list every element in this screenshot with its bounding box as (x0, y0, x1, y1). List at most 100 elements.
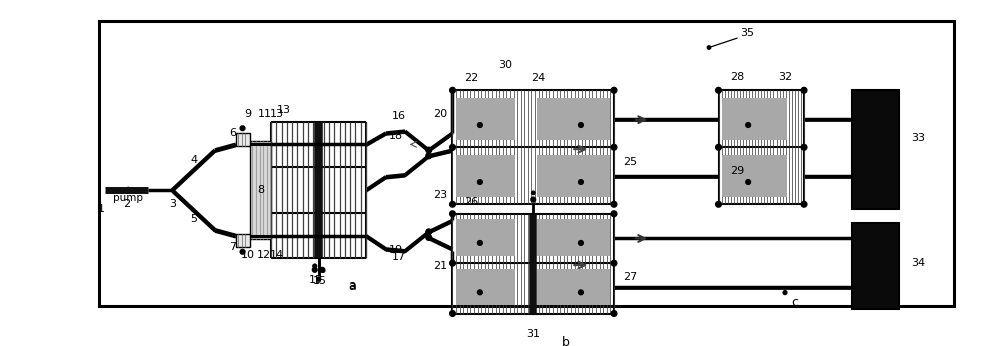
Circle shape (801, 201, 807, 207)
Text: 29: 29 (730, 166, 745, 176)
Text: 19: 19 (388, 245, 403, 255)
Text: 17: 17 (392, 252, 406, 262)
Text: 1: 1 (97, 204, 104, 214)
Bar (456, 219, 515, 256)
Text: 6: 6 (229, 128, 236, 138)
Circle shape (716, 201, 721, 207)
Bar (537, 98, 610, 140)
Circle shape (426, 147, 432, 153)
Text: 10: 10 (241, 249, 255, 260)
Text: 4: 4 (191, 155, 198, 165)
Circle shape (317, 277, 320, 281)
Circle shape (313, 264, 317, 268)
Circle shape (707, 46, 711, 49)
Text: 13: 13 (270, 109, 284, 119)
Text: 24: 24 (531, 73, 545, 83)
Text: 15: 15 (309, 275, 323, 285)
Circle shape (801, 88, 807, 93)
Circle shape (532, 191, 535, 194)
Circle shape (477, 290, 482, 295)
Text: 14: 14 (270, 249, 284, 260)
Circle shape (611, 260, 617, 266)
Text: 23: 23 (433, 190, 448, 200)
Text: 25: 25 (624, 156, 638, 166)
Circle shape (611, 201, 617, 207)
Circle shape (611, 144, 617, 150)
Text: a: a (348, 279, 356, 292)
Text: pump: pump (113, 193, 143, 203)
Bar (456, 155, 515, 197)
Circle shape (716, 144, 721, 150)
Circle shape (783, 291, 787, 294)
Text: 35: 35 (740, 28, 754, 38)
Text: 12: 12 (257, 249, 271, 260)
Circle shape (240, 249, 245, 254)
Text: 7: 7 (229, 242, 236, 252)
Text: 22: 22 (464, 73, 479, 83)
Text: 16: 16 (392, 111, 406, 121)
Text: 34: 34 (911, 258, 925, 268)
Circle shape (450, 311, 455, 316)
Circle shape (450, 211, 455, 217)
Text: a: a (348, 280, 356, 293)
Text: 13: 13 (276, 105, 290, 115)
Circle shape (611, 211, 617, 217)
Text: 8: 8 (257, 185, 264, 195)
Bar (537, 269, 610, 305)
Circle shape (579, 240, 583, 245)
Text: 33: 33 (911, 133, 925, 143)
Text: 32: 32 (778, 72, 792, 82)
Text: 9: 9 (245, 109, 252, 119)
Text: 20: 20 (433, 109, 447, 119)
Text: 2: 2 (123, 199, 130, 209)
Bar (236, 234, 250, 247)
Bar (236, 133, 250, 146)
Text: 27: 27 (624, 272, 638, 282)
Text: 31: 31 (526, 329, 540, 339)
Text: 26: 26 (464, 197, 479, 207)
Text: b: b (562, 336, 570, 346)
Text: c: c (791, 295, 798, 309)
Bar (456, 269, 515, 305)
Circle shape (801, 144, 807, 150)
Text: 28: 28 (730, 72, 745, 82)
Circle shape (477, 240, 482, 245)
Circle shape (477, 122, 482, 127)
Circle shape (312, 267, 317, 272)
Circle shape (240, 126, 245, 131)
Circle shape (426, 235, 432, 240)
Bar (537, 155, 610, 197)
Circle shape (531, 197, 536, 202)
Bar (852, 223, 899, 309)
Bar (722, 98, 787, 140)
Circle shape (320, 267, 325, 272)
Text: 11: 11 (257, 109, 271, 119)
Text: 18: 18 (388, 131, 403, 141)
Bar (852, 90, 899, 209)
Circle shape (450, 144, 455, 150)
Circle shape (746, 122, 751, 127)
Bar (99, 21, 954, 306)
Circle shape (450, 201, 455, 207)
Circle shape (450, 260, 455, 266)
Circle shape (611, 88, 617, 93)
Circle shape (716, 88, 721, 93)
Circle shape (322, 269, 325, 272)
Circle shape (579, 180, 583, 184)
Text: 5: 5 (191, 213, 198, 224)
Circle shape (746, 180, 751, 184)
Circle shape (579, 122, 583, 127)
Text: 21: 21 (433, 261, 447, 271)
Circle shape (450, 88, 455, 93)
Bar (456, 98, 515, 140)
Circle shape (477, 180, 482, 184)
Bar (722, 155, 787, 197)
Circle shape (426, 153, 432, 159)
Circle shape (579, 290, 583, 295)
Circle shape (611, 311, 617, 316)
Text: 30: 30 (498, 60, 512, 70)
Bar (250, 140, 271, 239)
Bar (537, 219, 610, 256)
Text: 15: 15 (312, 276, 326, 286)
Circle shape (426, 229, 432, 235)
